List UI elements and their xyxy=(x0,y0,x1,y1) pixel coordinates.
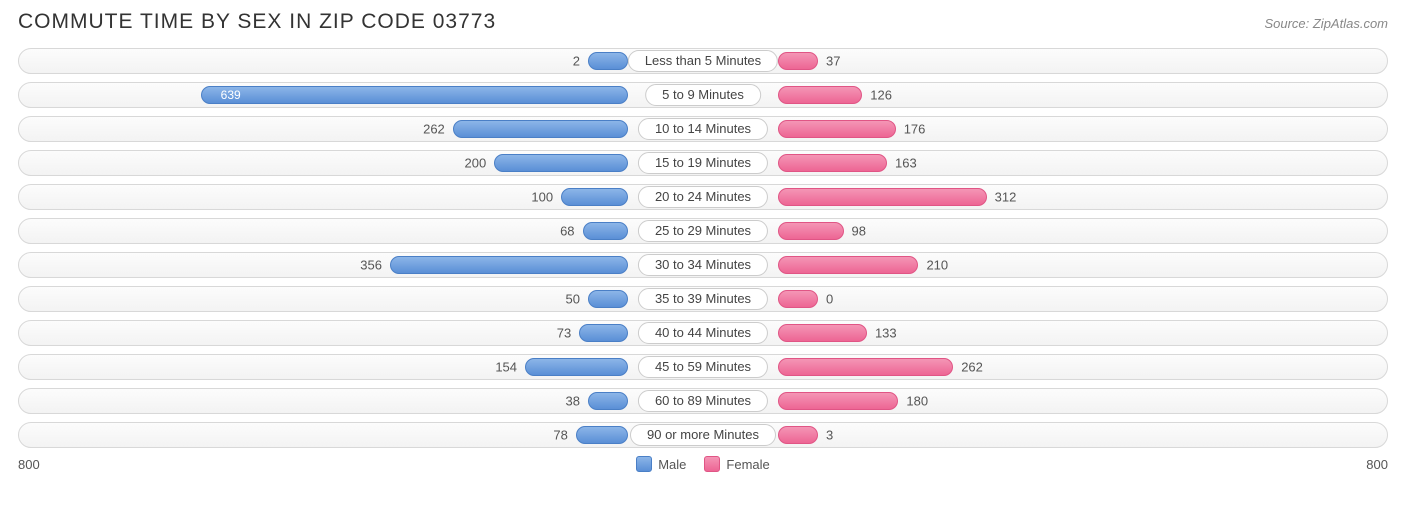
diverging-bar-chart: Less than 5 Minutes 2 37 5 to 9 Minutes 639 1… xyxy=(18,48,1388,448)
female-bar xyxy=(778,86,862,104)
male-value: 50 xyxy=(566,292,580,307)
chart-source: Source: ZipAtlas.com xyxy=(1264,16,1388,31)
female-value: 98 xyxy=(852,224,866,239)
chart-title: COMMUTE TIME BY SEX IN ZIP CODE 03773 xyxy=(18,10,496,34)
legend-male-label: Male xyxy=(658,457,686,472)
female-bar xyxy=(778,426,818,444)
bar-row: 35 to 39 Minutes 50 0 xyxy=(18,286,1388,312)
female-value: 210 xyxy=(926,258,948,273)
male-value: 154 xyxy=(495,360,517,375)
bar-row: 30 to 34 Minutes 356 210 xyxy=(18,252,1388,278)
row-category-label: 40 to 44 Minutes xyxy=(638,322,768,344)
female-swatch-icon xyxy=(704,456,720,472)
row-category-label: 45 to 59 Minutes xyxy=(638,356,768,378)
female-bar xyxy=(778,392,898,410)
bar-row: 25 to 29 Minutes 68 98 xyxy=(18,218,1388,244)
female-value: 176 xyxy=(904,122,926,137)
female-bar xyxy=(778,154,887,172)
male-bar xyxy=(583,222,628,240)
male-bar xyxy=(588,392,628,410)
bar-row: 10 to 14 Minutes 262 176 xyxy=(18,116,1388,142)
legend: Male Female xyxy=(636,456,770,472)
female-bar xyxy=(778,52,818,70)
male-bar xyxy=(453,120,628,138)
chart-header: COMMUTE TIME BY SEX IN ZIP CODE 03773 So… xyxy=(18,10,1388,34)
female-bar xyxy=(778,222,844,240)
row-category-label: 5 to 9 Minutes xyxy=(645,84,761,106)
legend-male: Male xyxy=(636,456,686,472)
female-value: 133 xyxy=(875,326,897,341)
male-bar xyxy=(576,426,628,444)
bar-row: 45 to 59 Minutes 154 262 xyxy=(18,354,1388,380)
female-value: 3 xyxy=(826,428,833,443)
bar-row: Less than 5 Minutes 2 37 xyxy=(18,48,1388,74)
row-category-label: 25 to 29 Minutes xyxy=(638,220,768,242)
female-value: 262 xyxy=(961,360,983,375)
male-bar xyxy=(579,324,628,342)
row-category-label: 90 or more Minutes xyxy=(630,424,776,446)
male-value: 100 xyxy=(531,190,553,205)
row-category-label: 20 to 24 Minutes xyxy=(638,186,768,208)
row-category-label: 30 to 34 Minutes xyxy=(638,254,768,276)
male-value: 38 xyxy=(566,394,580,409)
bar-row: 5 to 9 Minutes 639 126 xyxy=(18,82,1388,108)
row-category-label: 10 to 14 Minutes xyxy=(638,118,768,140)
female-bar xyxy=(778,256,918,274)
male-value: 73 xyxy=(557,326,571,341)
bar-row: 20 to 24 Minutes 100 312 xyxy=(18,184,1388,210)
axis-right-max: 800 xyxy=(1366,457,1388,472)
row-category-label: 60 to 89 Minutes xyxy=(638,390,768,412)
male-value: 78 xyxy=(553,428,567,443)
legend-female: Female xyxy=(704,456,769,472)
female-bar xyxy=(778,358,953,376)
female-value: 0 xyxy=(826,292,833,307)
female-value: 37 xyxy=(826,54,840,69)
bar-row: 60 to 89 Minutes 38 180 xyxy=(18,388,1388,414)
male-value: 200 xyxy=(465,156,487,171)
male-value: 2 xyxy=(573,54,580,69)
female-bar xyxy=(778,188,987,206)
male-bar xyxy=(390,256,628,274)
row-category-label: Less than 5 Minutes xyxy=(628,50,778,72)
row-category-label: 15 to 19 Minutes xyxy=(638,152,768,174)
male-swatch-icon xyxy=(636,456,652,472)
axis-left-max: 800 xyxy=(18,457,40,472)
legend-female-label: Female xyxy=(726,457,769,472)
male-bar xyxy=(201,86,628,104)
male-bar xyxy=(588,52,628,70)
bar-row: 90 or more Minutes 78 3 xyxy=(18,422,1388,448)
male-bar xyxy=(494,154,628,172)
female-value: 163 xyxy=(895,156,917,171)
female-bar xyxy=(778,290,818,308)
female-value: 126 xyxy=(870,88,892,103)
female-bar xyxy=(778,120,896,138)
bar-row: 15 to 19 Minutes 200 163 xyxy=(18,150,1388,176)
bar-row: 40 to 44 Minutes 73 133 xyxy=(18,320,1388,346)
male-value: 356 xyxy=(360,258,382,273)
row-category-label: 35 to 39 Minutes xyxy=(638,288,768,310)
female-value: 180 xyxy=(906,394,928,409)
chart-footer: 800 Male Female 800 xyxy=(18,456,1388,472)
male-bar xyxy=(561,188,628,206)
male-value: 262 xyxy=(423,122,445,137)
male-value: 68 xyxy=(560,224,574,239)
female-bar xyxy=(778,324,867,342)
female-value: 312 xyxy=(995,190,1017,205)
male-bar xyxy=(525,358,628,376)
male-value: 639 xyxy=(221,88,241,102)
male-bar xyxy=(588,290,628,308)
